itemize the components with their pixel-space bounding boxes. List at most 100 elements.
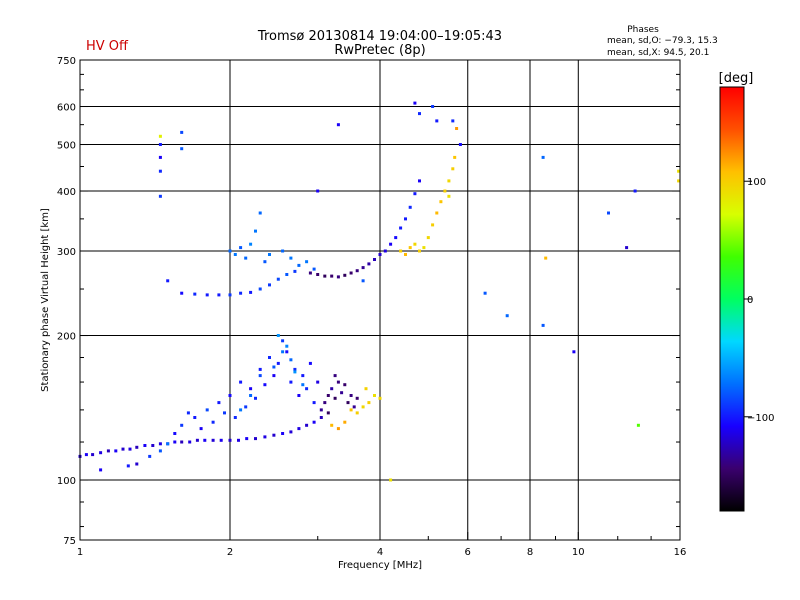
data-point: [289, 358, 293, 362]
data-point: [276, 277, 280, 281]
data-point: [378, 396, 382, 400]
data-point: [541, 155, 545, 159]
data-point: [254, 437, 257, 441]
data-point: [195, 438, 199, 442]
data-point: [239, 408, 243, 412]
data-point: [404, 253, 407, 256]
data-point: [211, 438, 215, 442]
data-point: [180, 440, 184, 444]
data-point: [173, 440, 177, 444]
data-point: [249, 387, 253, 391]
data-point: [404, 217, 407, 221]
data-point: [158, 134, 162, 138]
data-point: [249, 242, 253, 246]
data-point: [316, 189, 320, 193]
data-point: [383, 249, 387, 253]
data-point: [239, 291, 243, 295]
data-point: [199, 427, 203, 431]
data-point: [166, 442, 170, 446]
data-point: [244, 256, 248, 260]
data-point: [451, 119, 455, 123]
status-label: HV Off: [86, 39, 129, 54]
x-tick-label: 10: [572, 547, 585, 558]
data-point: [239, 380, 243, 384]
data-point: [293, 370, 297, 374]
chart-title: Tromsø 20130814 19:04:00–19:05:43: [257, 29, 502, 44]
data-point: [205, 408, 209, 412]
y-tick-label: 400: [57, 187, 76, 198]
data-point: [319, 416, 323, 419]
y-tick-label: 300: [57, 247, 76, 258]
data-point: [297, 394, 301, 397]
data-point: [135, 462, 139, 466]
data-point: [389, 242, 393, 246]
y-tick-label: 75: [63, 536, 76, 547]
data-point: [323, 274, 327, 278]
data-point: [447, 194, 451, 198]
data-point: [355, 269, 359, 273]
data-point: [343, 273, 347, 277]
colorbar: [719, 86, 745, 512]
data-point: [219, 438, 223, 442]
data-point: [289, 256, 293, 260]
data-point: [289, 430, 293, 434]
data-point: [268, 253, 271, 256]
data-point: [258, 367, 262, 371]
data-point: [677, 169, 681, 173]
data-point: [237, 438, 240, 442]
data-point: [285, 344, 289, 348]
data-point: [677, 179, 681, 183]
data-point: [413, 242, 417, 246]
data-point: [180, 291, 184, 295]
data-point: [228, 293, 232, 297]
data-point: [166, 279, 170, 283]
data-point: [249, 290, 253, 294]
data-point: [233, 416, 237, 419]
data-point: [193, 292, 197, 296]
data-point: [308, 271, 312, 275]
y-axis-label: Stationary phase Virtual Height [km]: [40, 208, 51, 392]
data-point: [319, 408, 323, 412]
data-point: [180, 147, 184, 151]
data-point: [367, 401, 371, 405]
data-point: [340, 391, 344, 395]
data-point: [308, 361, 312, 365]
data-point: [453, 155, 457, 159]
data-point: [301, 374, 305, 378]
data-point: [349, 271, 353, 275]
data-point: [135, 445, 139, 449]
data-point: [244, 405, 248, 409]
data-point: [143, 444, 147, 447]
data-point: [297, 427, 301, 431]
data-point: [239, 246, 243, 250]
data-point: [121, 447, 125, 451]
data-point: [297, 263, 301, 267]
data-point: [367, 262, 371, 266]
stats-x-mode: mean, sd,X: 94.5, 20.1: [607, 48, 709, 58]
colorbar-ticks: 100 0 −100: [744, 177, 774, 424]
data-point: [541, 323, 545, 327]
data-point: [330, 387, 334, 391]
data-point: [343, 420, 347, 424]
x-tick-label: 8: [527, 547, 533, 558]
data-point: [254, 396, 257, 400]
x-tick-label: 6: [465, 547, 471, 558]
data-point: [346, 401, 350, 405]
data-point: [312, 267, 316, 271]
x-tick-label: 16: [674, 547, 687, 558]
data-point: [268, 356, 271, 359]
data-point: [305, 387, 309, 391]
data-point: [158, 449, 162, 453]
data-point: [435, 211, 439, 215]
data-point: [205, 293, 209, 297]
data-point: [389, 478, 393, 482]
data-point: [394, 236, 398, 240]
data-point: [361, 405, 365, 409]
data-point: [193, 416, 197, 419]
y-tick-label: 750: [57, 56, 76, 67]
data-point: [114, 449, 118, 453]
data-point: [276, 334, 280, 337]
data-point: [180, 423, 184, 427]
data-point: [316, 380, 320, 384]
data-point: [158, 155, 162, 159]
